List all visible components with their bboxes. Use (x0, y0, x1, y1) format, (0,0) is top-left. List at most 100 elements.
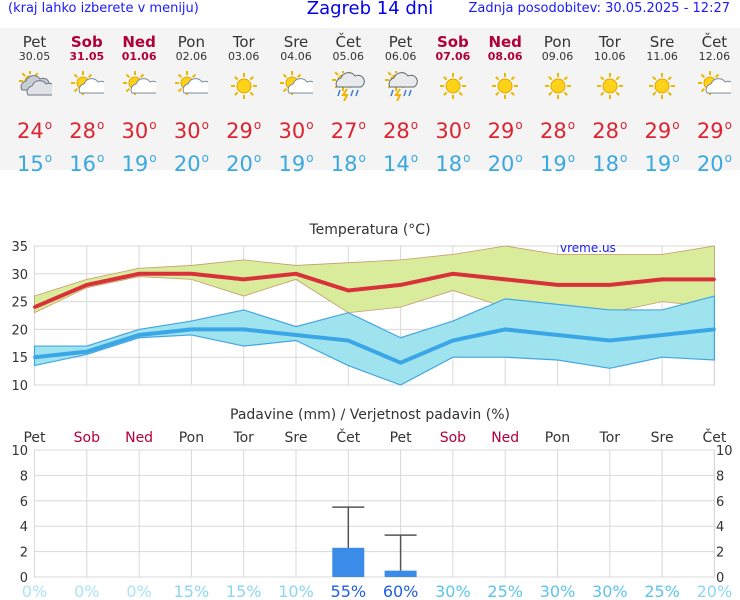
day-name: Ned (122, 33, 156, 51)
day-date: 09.06 (541, 50, 574, 63)
min-temp: 20o (696, 151, 732, 176)
precip-day-label: Tor (232, 430, 254, 446)
max-temp: 30o (173, 118, 209, 143)
max-temp: 30o (278, 118, 314, 143)
precip-y-tick-right: 10 (716, 444, 733, 459)
precip-y-tick-right: 2 (716, 546, 724, 561)
forecast-day: Pon 02.06 30o 20o (165, 28, 217, 177)
max-temp: 29o (696, 118, 732, 143)
precip-probability-label: 15% (174, 582, 210, 600)
precip-y-tick-right: 8 (716, 469, 724, 484)
forecast-day: Čet 05.06 27o 18o (322, 28, 374, 177)
precip-y-tick-left: 6 (20, 495, 28, 510)
location-menu-hint[interactable]: (kraj lahko izberete v meniju) (8, 1, 199, 16)
forecast-day: Pet 06.06 28o 14o (375, 28, 427, 177)
min-temp: 14o (383, 151, 419, 176)
min-temp: 20o (173, 151, 209, 176)
partly-sunny-icon (123, 71, 157, 95)
day-date: 01.06 (121, 50, 157, 63)
temperature-chart-title: Temperatura (°C) (308, 222, 430, 238)
precip-probability-label: 10% (278, 582, 314, 600)
precip-probability-label: 60% (383, 582, 419, 600)
high-temp-point (399, 283, 403, 287)
sunny-icon (230, 73, 257, 99)
last-updated: Zadnja posodobitev: 30.05.2025 - 12:27 (468, 1, 730, 16)
max-temp: 28o (383, 118, 419, 143)
high-temp-point (346, 288, 350, 292)
min-temp: 19o (539, 151, 576, 176)
day-name: Čet (701, 33, 728, 51)
max-temp: 28o (539, 118, 576, 143)
max-temp: 28o (69, 118, 105, 143)
daily-forecast-strip: Pet 30.05 24o 15o Sob 31.05 28o 16o Ned 01.06 30o 1… (0, 28, 740, 176)
min-temp: 15o (16, 151, 53, 176)
min-temp: 19o (121, 151, 157, 176)
forecast-day: Sre 11.06 29o 19o (636, 28, 688, 177)
watermark-text: vreme.us (560, 241, 616, 255)
day-date: 06.06 (384, 50, 417, 63)
precip-day-label: Sre (651, 430, 674, 446)
precipitation-plot-frame (34, 449, 715, 578)
low-temp-point (556, 333, 559, 337)
min-temp: 20o (226, 151, 262, 176)
precip-y-tick-left: 0 (20, 571, 28, 586)
partly-sunny-icon (70, 71, 104, 95)
day-date: 07.06 (435, 50, 471, 63)
low-temp-line (34, 327, 715, 365)
low-temp-point (608, 339, 612, 343)
precipitation-bar (384, 570, 417, 577)
temp-y-tick: 10 (11, 379, 28, 394)
max-temp: 29o (487, 118, 523, 143)
low-temp-point (660, 333, 664, 337)
temp-y-tick: 20 (11, 323, 28, 338)
high-temp-point (189, 272, 193, 276)
min-temp: 18o (330, 151, 366, 176)
precip-day-label: Čet (336, 428, 360, 446)
precip-day-label: Pet (390, 430, 413, 446)
day-name: Čet (335, 33, 362, 51)
low-temp-point (451, 339, 455, 343)
high-temp-point (503, 277, 507, 281)
precip-day-label: Tor (599, 430, 621, 446)
partly-sunny-icon (698, 71, 732, 95)
precip-day-label: Čet (702, 428, 726, 446)
precip-y-tick-left: 10 (11, 444, 28, 459)
max-temp: 27o (330, 118, 366, 143)
max-temp: 28o (592, 118, 628, 143)
day-name: Tor (598, 33, 621, 51)
high-temp-point (608, 283, 612, 287)
high-temp-point (85, 283, 89, 287)
day-date: 31.05 (69, 50, 105, 63)
precip-y-tick-left: 2 (20, 546, 28, 561)
day-date: 11.06 (646, 50, 678, 63)
temp-y-tick: 25 (11, 296, 28, 311)
max-temp: 29o (226, 118, 262, 143)
sunny-icon (596, 73, 623, 99)
high-temp-point (294, 272, 298, 276)
precip-day-label: Sre (285, 430, 308, 446)
precip-y-tick-right: 4 (716, 520, 724, 535)
precip-probability-label: 30% (540, 582, 576, 600)
precip-probability-label: 30% (592, 582, 628, 600)
partly-sunny-icon (175, 71, 209, 95)
min-temp: 20o (487, 151, 523, 176)
forecast-day: Tor 10.06 28o 18o (584, 28, 636, 177)
day-date: 05.06 (332, 50, 365, 63)
precip-day-label: Pon (179, 430, 204, 446)
precip-day-label: Ned (125, 430, 153, 446)
max-temp: 30o (435, 118, 471, 143)
sunny-icon (492, 73, 519, 99)
low-temp-point (189, 327, 193, 331)
high-temp-point (660, 277, 664, 281)
forecast-day: Pet 30.05 24o 15o (9, 28, 61, 177)
day-name: Pon (543, 33, 572, 51)
day-name: Tor (232, 33, 255, 51)
partly-sunny-icon (280, 71, 313, 95)
precipitation-chart-title: Padavine (mm) / Verjetnost padavin (%) (230, 407, 510, 423)
forecast-day: Ned 08.06 29o 20o (479, 28, 531, 177)
low-temp-point (242, 327, 246, 331)
low-temp-point (346, 339, 350, 343)
max-temp: 30o (121, 118, 157, 143)
temp-y-tick: 15 (11, 351, 28, 366)
